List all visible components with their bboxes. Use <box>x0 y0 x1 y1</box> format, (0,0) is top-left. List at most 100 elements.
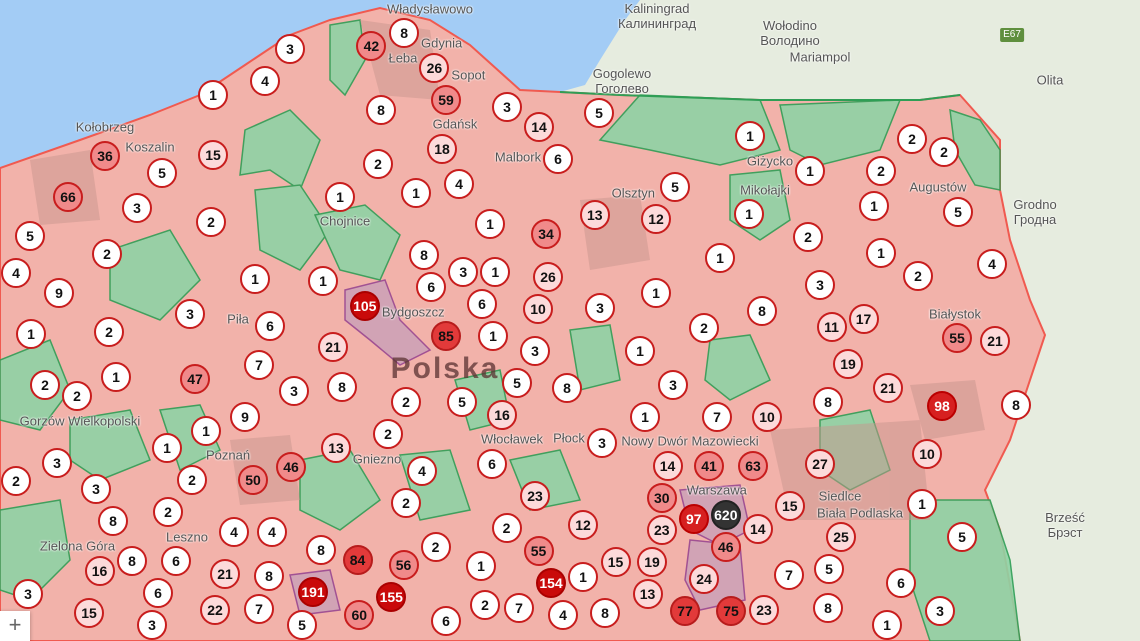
cluster-marker[interactable]: 14 <box>652 450 683 481</box>
cluster-marker[interactable]: 24 <box>689 563 719 594</box>
cluster-marker[interactable]: 8 <box>813 593 843 623</box>
cluster-marker[interactable]: 98 <box>927 391 957 421</box>
cluster-marker[interactable]: 7 <box>504 593 534 623</box>
cluster-marker[interactable]: 3 <box>658 369 688 400</box>
cluster-marker[interactable]: 2 <box>92 239 122 269</box>
cluster-marker[interactable]: 3 <box>42 448 72 478</box>
cluster-marker[interactable]: 5 <box>943 196 973 227</box>
cluster-marker[interactable]: 6 <box>431 606 461 636</box>
cluster-marker[interactable]: 63 <box>738 450 768 481</box>
cluster-marker[interactable]: 16 <box>84 555 115 586</box>
cluster-marker[interactable]: 21 <box>980 326 1010 356</box>
cluster-marker[interactable]: 1 <box>859 191 889 221</box>
cluster-marker[interactable]: 60 <box>344 600 375 630</box>
cluster-marker[interactable]: 97 <box>678 504 709 534</box>
cluster-marker[interactable]: 6 <box>416 272 447 303</box>
cluster-marker[interactable]: 191 <box>298 577 328 607</box>
cluster-marker[interactable]: 7 <box>702 401 732 432</box>
cluster-marker[interactable]: 14 <box>742 514 773 544</box>
cluster-marker[interactable]: 1 <box>641 278 671 308</box>
cluster-marker[interactable]: 3 <box>448 257 479 288</box>
cluster-marker[interactable]: 1 <box>478 321 508 352</box>
cluster-marker[interactable]: 3 <box>81 474 111 505</box>
cluster-marker[interactable]: 5 <box>287 610 317 640</box>
cluster-marker[interactable]: 2 <box>30 369 60 400</box>
cluster-marker[interactable]: 1 <box>325 181 355 212</box>
cluster-marker[interactable]: 55 <box>523 535 554 566</box>
cluster-marker[interactable]: 1 <box>480 257 511 288</box>
cluster-marker[interactable]: 26 <box>419 52 450 83</box>
cluster-marker[interactable]: 1 <box>191 415 221 446</box>
cluster-marker[interactable]: 23 <box>520 481 550 512</box>
cluster-marker[interactable]: 2 <box>491 513 522 544</box>
cluster-marker[interactable]: 15 <box>198 140 228 170</box>
cluster-marker[interactable]: 46 <box>276 452 306 482</box>
cluster-marker[interactable]: 4 <box>257 517 287 547</box>
cluster-marker[interactable]: 3 <box>275 34 305 64</box>
cluster-marker[interactable]: 15 <box>774 491 805 521</box>
cluster-marker[interactable]: 2 <box>903 261 933 291</box>
cluster-marker[interactable]: 5 <box>584 98 614 128</box>
cluster-marker[interactable]: 3 <box>520 335 550 366</box>
cluster-marker[interactable]: 6 <box>467 289 497 320</box>
cluster-marker[interactable]: 42 <box>356 31 387 61</box>
cluster-marker[interactable]: 3 <box>137 610 167 640</box>
cluster-marker[interactable]: 7 <box>244 594 274 624</box>
cluster-marker[interactable]: 18 <box>427 133 457 164</box>
cluster-marker[interactable]: 2 <box>470 590 500 620</box>
cluster-marker[interactable]: 3 <box>925 596 955 626</box>
cluster-marker[interactable]: 1 <box>568 562 598 592</box>
cluster-marker[interactable]: 1 <box>625 336 655 366</box>
cluster-marker[interactable]: 19 <box>833 349 863 379</box>
cluster-marker[interactable]: 2 <box>1 466 31 496</box>
cluster-marker[interactable]: 8 <box>590 598 620 628</box>
cluster-marker[interactable]: 4 <box>219 517 249 547</box>
cluster-marker[interactable]: 1 <box>16 319 46 349</box>
cluster-marker[interactable]: 13 <box>579 200 610 230</box>
cluster-marker[interactable]: 1 <box>152 433 182 463</box>
cluster-marker[interactable]: 2 <box>391 387 421 418</box>
cluster-marker[interactable]: 2 <box>196 207 226 237</box>
cluster-marker[interactable]: 26 <box>533 261 563 292</box>
cluster-marker[interactable]: 66 <box>53 182 83 212</box>
cluster-marker[interactable]: 8 <box>117 546 147 576</box>
cluster-marker[interactable]: 34 <box>531 219 561 249</box>
cluster-marker[interactable]: 8 <box>552 373 582 403</box>
cluster-marker[interactable]: 1 <box>401 178 431 208</box>
cluster-marker[interactable]: 19 <box>637 546 667 577</box>
cluster-marker[interactable]: 2 <box>793 222 823 252</box>
cluster-marker[interactable]: 4 <box>977 249 1007 279</box>
cluster-marker[interactable]: 5 <box>502 367 532 398</box>
cluster-marker[interactable]: 8 <box>98 506 128 537</box>
cluster-marker[interactable]: 8 <box>327 372 357 402</box>
cluster-marker[interactable]: 10 <box>752 401 782 432</box>
cluster-marker[interactable]: 3 <box>492 92 522 122</box>
cluster-marker[interactable]: 15 <box>74 598 104 628</box>
cluster-marker[interactable]: 36 <box>90 141 120 171</box>
cluster-marker[interactable]: 2 <box>153 497 183 527</box>
cluster-marker[interactable]: 11 <box>816 312 847 342</box>
cluster-marker[interactable]: 14 <box>524 112 554 143</box>
cluster-marker[interactable]: 2 <box>420 532 451 562</box>
cluster-marker[interactable]: 13 <box>632 578 663 609</box>
cluster-marker[interactable]: 3 <box>279 376 309 406</box>
cluster-marker[interactable]: 6 <box>477 448 507 479</box>
cluster-marker[interactable]: 21 <box>210 559 240 589</box>
cluster-marker[interactable]: 8 <box>747 296 777 326</box>
cluster-marker[interactable]: 6 <box>886 568 916 598</box>
cluster-marker[interactable]: 55 <box>942 323 972 354</box>
cluster-marker[interactable]: 8 <box>306 535 336 565</box>
cluster-marker[interactable]: 620 <box>710 499 741 530</box>
cluster-marker[interactable]: 2 <box>373 419 403 450</box>
cluster-marker[interactable]: 59 <box>431 84 461 115</box>
cluster-marker[interactable]: 154 <box>536 567 566 598</box>
cluster-marker[interactable]: 6 <box>143 578 173 608</box>
cluster-marker[interactable]: 2 <box>94 317 124 347</box>
cluster-marker[interactable]: 1 <box>872 610 902 640</box>
cluster-marker[interactable]: 4 <box>407 455 437 486</box>
cluster-marker[interactable]: 47 <box>180 364 210 394</box>
cluster-marker[interactable]: 3 <box>122 193 152 223</box>
cluster-marker[interactable]: 22 <box>200 595 230 625</box>
cluster-marker[interactable]: 4 <box>548 599 578 630</box>
